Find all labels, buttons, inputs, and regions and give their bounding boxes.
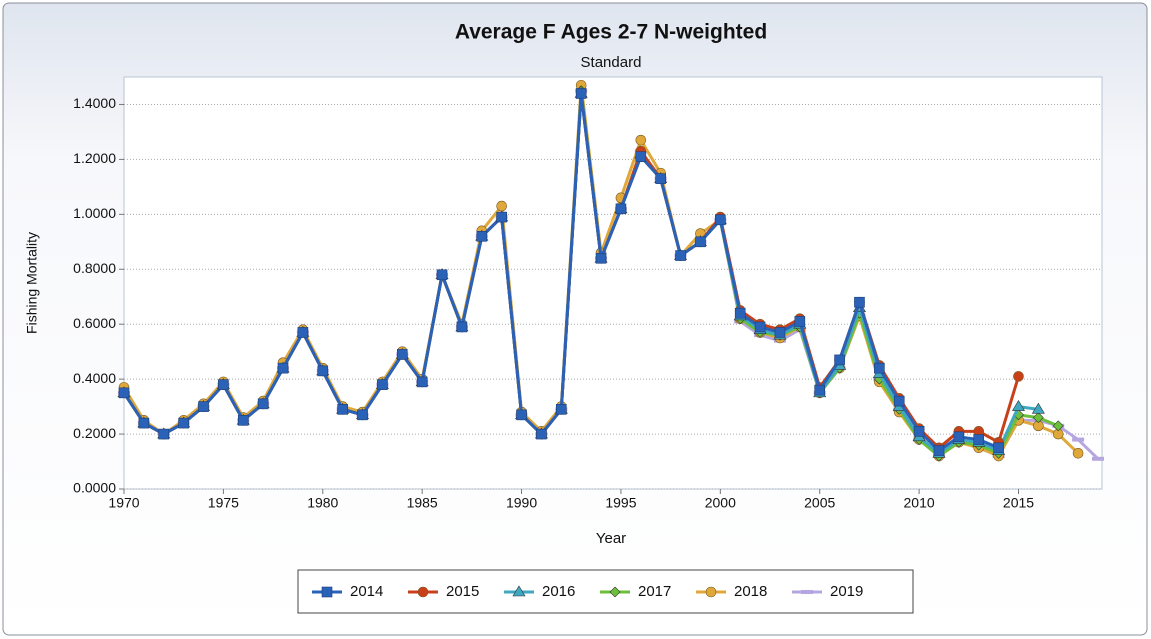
marker (138, 417, 150, 429)
marker (595, 252, 607, 264)
marker (635, 134, 647, 146)
x-tick-label: 2005 (804, 495, 835, 511)
marker (893, 395, 905, 407)
marker (496, 200, 507, 212)
marker (715, 214, 726, 226)
legend-marker (609, 586, 621, 598)
marker (814, 384, 826, 396)
legend-marker (321, 586, 333, 598)
marker (396, 349, 408, 360)
marker (1011, 400, 1026, 411)
y-tick-label: 0.4000 (73, 370, 116, 386)
marker (118, 387, 130, 399)
y-tick-label: 1.0000 (73, 205, 116, 221)
y-tick-label: 1.4000 (73, 95, 116, 111)
plot-area (123, 76, 1103, 490)
marker (556, 404, 567, 415)
legend-label: 2018 (734, 583, 767, 600)
x-tick-label: 1995 (605, 495, 636, 511)
x-tick-label: 1970 (108, 495, 139, 511)
marker (575, 88, 587, 99)
marker (635, 151, 647, 162)
legend-marker (417, 586, 429, 598)
y-tick-label: 0.8000 (73, 260, 116, 276)
y-tick-label: 0.2000 (73, 425, 116, 441)
x-tick-label: 2010 (904, 495, 935, 511)
y-tick-label: 1.2000 (73, 150, 116, 166)
marker (874, 362, 885, 374)
legend-label: 2014 (350, 583, 383, 600)
legend-marker (512, 585, 526, 597)
marker (615, 203, 627, 215)
x-tick-label: 2000 (705, 495, 736, 511)
marker (496, 211, 507, 223)
marker (257, 398, 269, 410)
marker (794, 316, 806, 327)
marker (178, 417, 189, 429)
y-axis-title: Fishing Mortality (24, 232, 40, 334)
marker (1092, 456, 1104, 461)
marker (456, 321, 468, 333)
marker (337, 404, 348, 415)
marker (1013, 371, 1024, 382)
marker (317, 365, 329, 377)
x-tick-label: 1975 (208, 495, 239, 511)
marker (158, 428, 170, 440)
marker (1052, 420, 1064, 432)
marker (436, 269, 448, 281)
legend-label: 2017 (638, 583, 671, 600)
y-tick-label: 0.6000 (73, 315, 116, 331)
marker (1031, 402, 1045, 414)
marker (734, 307, 746, 319)
marker (237, 415, 249, 426)
marker (218, 379, 229, 390)
marker (1032, 412, 1044, 424)
marker (933, 445, 945, 456)
y-tick-label: 0.0000 (73, 480, 116, 496)
marker (1072, 437, 1085, 442)
marker (655, 173, 666, 184)
legend-marker (705, 586, 717, 598)
marker (536, 428, 547, 440)
marker (854, 296, 865, 308)
marker (973, 434, 985, 445)
marker (1072, 447, 1084, 459)
marker (675, 250, 686, 261)
chart-title: Average F Ages 2-7 N-weighted (455, 21, 767, 44)
x-axis-title: Year (596, 530, 626, 547)
legend-label: 2019 (830, 583, 863, 600)
x-tick-label: 1985 (407, 495, 438, 511)
marker (516, 409, 527, 421)
marker (416, 376, 428, 388)
marker (357, 409, 368, 421)
x-tick-label: 2015 (1003, 495, 1034, 511)
marker (297, 327, 309, 338)
marker (377, 379, 388, 390)
marker (913, 426, 925, 437)
marker (953, 431, 965, 443)
marker (754, 321, 766, 333)
marker (774, 327, 786, 338)
marker (198, 401, 209, 412)
marker (476, 231, 488, 242)
marker (834, 354, 845, 366)
marker (695, 236, 706, 248)
legend-label: 2015 (446, 583, 479, 600)
legend-marker (801, 590, 813, 594)
legend-label: 2016 (542, 583, 575, 600)
marker (277, 362, 289, 374)
x-tick-label: 1990 (506, 495, 537, 511)
marker (993, 442, 1004, 454)
x-tick-label: 1980 (307, 495, 338, 511)
chart-subtitle: Standard (581, 54, 642, 71)
